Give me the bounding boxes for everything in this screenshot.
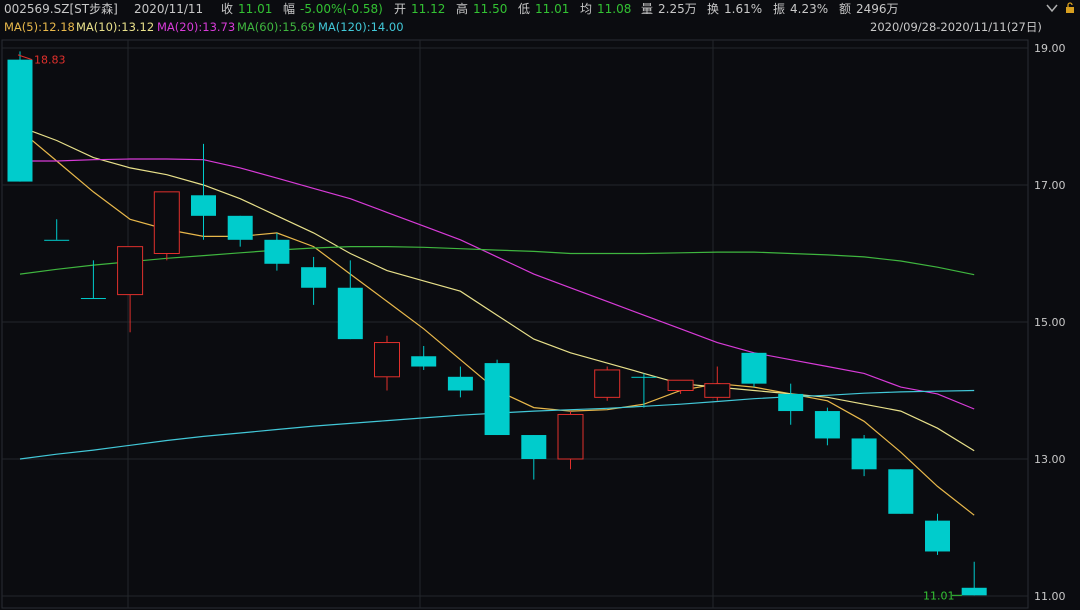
candle-body bbox=[227, 215, 253, 240]
ma-line-ma60 bbox=[19, 246, 975, 276]
y-tick-label: 19.00 bbox=[1034, 42, 1066, 55]
avg-label: 均 bbox=[580, 2, 593, 16]
min-price-annotation: 11.01 bbox=[923, 589, 955, 602]
high-label: 高 bbox=[456, 2, 469, 16]
amount-value: 2496万 bbox=[856, 2, 899, 16]
candle-body bbox=[851, 438, 877, 470]
candle-body bbox=[7, 59, 33, 182]
lock-icon[interactable] bbox=[1064, 2, 1076, 17]
y-tick-label: 13.00 bbox=[1034, 453, 1066, 466]
low-value: 11.01 bbox=[535, 2, 570, 16]
candle-body bbox=[925, 520, 950, 552]
close-label: 收 bbox=[221, 2, 234, 16]
candle-body bbox=[44, 239, 70, 241]
candle-body bbox=[594, 369, 621, 398]
ma-line-ma20 bbox=[20, 158, 975, 410]
ma-line-ma5 bbox=[19, 129, 975, 516]
candle-body bbox=[264, 239, 290, 264]
change-value: -5.00%(-0.58) bbox=[300, 2, 383, 16]
candle-body bbox=[117, 246, 144, 296]
candle-body bbox=[191, 195, 216, 216]
y-tick-label: 17.00 bbox=[1034, 179, 1066, 192]
quote-info-bar: 002569.SZ[ST步森] 2020/11/11 收 11.01 幅 -5.… bbox=[0, 0, 1080, 18]
candle-body bbox=[888, 469, 914, 514]
change-label: 幅 bbox=[283, 2, 296, 16]
avg-value: 11.08 bbox=[597, 2, 632, 16]
candle-body bbox=[778, 393, 804, 412]
ma-legend-item: MA(20):13.73 bbox=[157, 20, 236, 34]
candle-body bbox=[484, 363, 510, 436]
open-label: 开 bbox=[394, 2, 407, 16]
candle-body bbox=[704, 383, 731, 398]
turnover-label: 换 bbox=[707, 2, 720, 16]
y-tick-label: 15.00 bbox=[1034, 316, 1066, 329]
candle-body bbox=[337, 287, 363, 340]
candle-body bbox=[667, 379, 694, 392]
ma-legend-item: MA(5):12.18 bbox=[4, 20, 75, 34]
ma-legend-item: MA(120):14.00 bbox=[318, 20, 404, 34]
candle-body bbox=[301, 267, 327, 288]
amplitude-label: 振 bbox=[773, 2, 786, 16]
high-value: 11.50 bbox=[473, 2, 508, 16]
max-price-annotation: 18.83 bbox=[34, 54, 66, 67]
max-pointer bbox=[17, 54, 33, 61]
volume-label: 量 bbox=[641, 2, 654, 16]
candle-body bbox=[411, 356, 437, 367]
amplitude-value: 4.23% bbox=[790, 2, 829, 16]
candle-body bbox=[80, 298, 106, 300]
plot-frame bbox=[1, 39, 1029, 609]
close-value: 11.01 bbox=[238, 2, 273, 16]
quote-date: 2020/11/11 bbox=[134, 2, 204, 16]
candle-body bbox=[447, 376, 473, 391]
low-label: 低 bbox=[518, 2, 531, 16]
candle-body bbox=[961, 587, 987, 596]
candle-body bbox=[374, 342, 400, 378]
candle-body bbox=[153, 191, 180, 255]
amount-label: 额 bbox=[839, 2, 852, 16]
open-value: 11.12 bbox=[411, 2, 446, 16]
candle-body bbox=[741, 352, 767, 384]
stock-code: 002569.SZ[ST步森] bbox=[4, 2, 118, 16]
volume-value: 2.25万 bbox=[658, 2, 697, 16]
turnover-value: 1.61% bbox=[724, 2, 763, 16]
candle-body bbox=[521, 435, 547, 459]
ma-legend-item: MA(10):13.12 bbox=[76, 20, 155, 34]
y-tick-label: 11.00 bbox=[1034, 590, 1066, 603]
candle-body bbox=[557, 413, 584, 460]
candle-body bbox=[814, 411, 840, 439]
date-range-label: 2020/09/28-2020/11/11(27日) bbox=[870, 20, 1042, 34]
candle-body bbox=[631, 376, 657, 378]
chevron-down-icon[interactable] bbox=[1046, 2, 1058, 17]
ma-legend-item: MA(60):15.69 bbox=[237, 20, 316, 34]
ma-legend: MA(5):12.18 MA(10):13.12 MA(20):13.73 MA… bbox=[0, 18, 1080, 36]
